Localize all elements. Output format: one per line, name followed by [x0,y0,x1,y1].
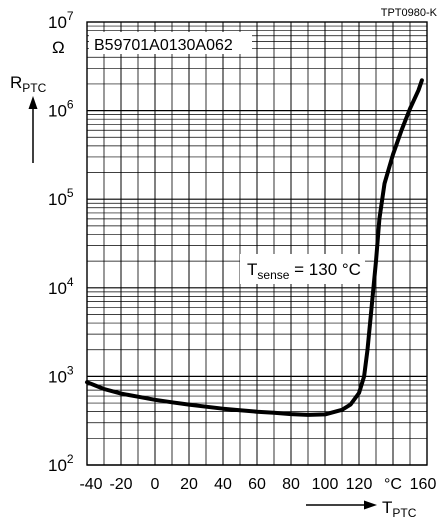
x-tick-label: 160 [410,476,437,493]
y-tick-label: 102 [48,452,74,475]
x-tick-label: 120 [346,476,373,493]
x-tick-label: 80 [282,476,300,493]
y-tick-label: 106 [48,98,74,121]
y-axis-label: RPTC [10,73,47,95]
plot-frame [86,21,428,466]
y-tick-label: 104 [48,275,74,298]
x-tick-label: -40 [79,476,102,493]
grid [86,21,428,466]
annotation-box [240,254,365,284]
y-tick-label: 103 [48,363,74,386]
x-tick-label: 0 [151,476,160,493]
x-tick-label: 100 [312,476,339,493]
y-axis-arrow-icon [28,96,38,109]
x-tick-label: °C [384,476,402,493]
x-axis-arrow-icon [364,500,377,510]
y-tick-label: 107 [48,9,74,32]
x-tick-labels: -40 -20 0 20 40 60 80 100 120 °C 160 [79,476,436,493]
part-number-box [89,32,252,54]
x-tick-label: 60 [248,476,266,493]
y-tick-label: 105 [48,186,74,209]
resistance-curve [85,78,424,417]
x-tick-label: 20 [180,476,198,493]
x-tick-label: -20 [109,476,132,493]
part-number: B59701A0130A062 [94,37,233,54]
curve-layer [85,78,424,417]
figure-id: TPT0980-K [381,7,438,19]
x-axis-label: TPTC [382,498,417,520]
y-unit: Ω [52,38,65,57]
x-tick-label: 40 [214,476,232,493]
sense-temperature-annotation: Tsense = 130 °C [247,260,361,282]
y-tick-labels: 102 103 104 105 106 107 [48,9,74,475]
